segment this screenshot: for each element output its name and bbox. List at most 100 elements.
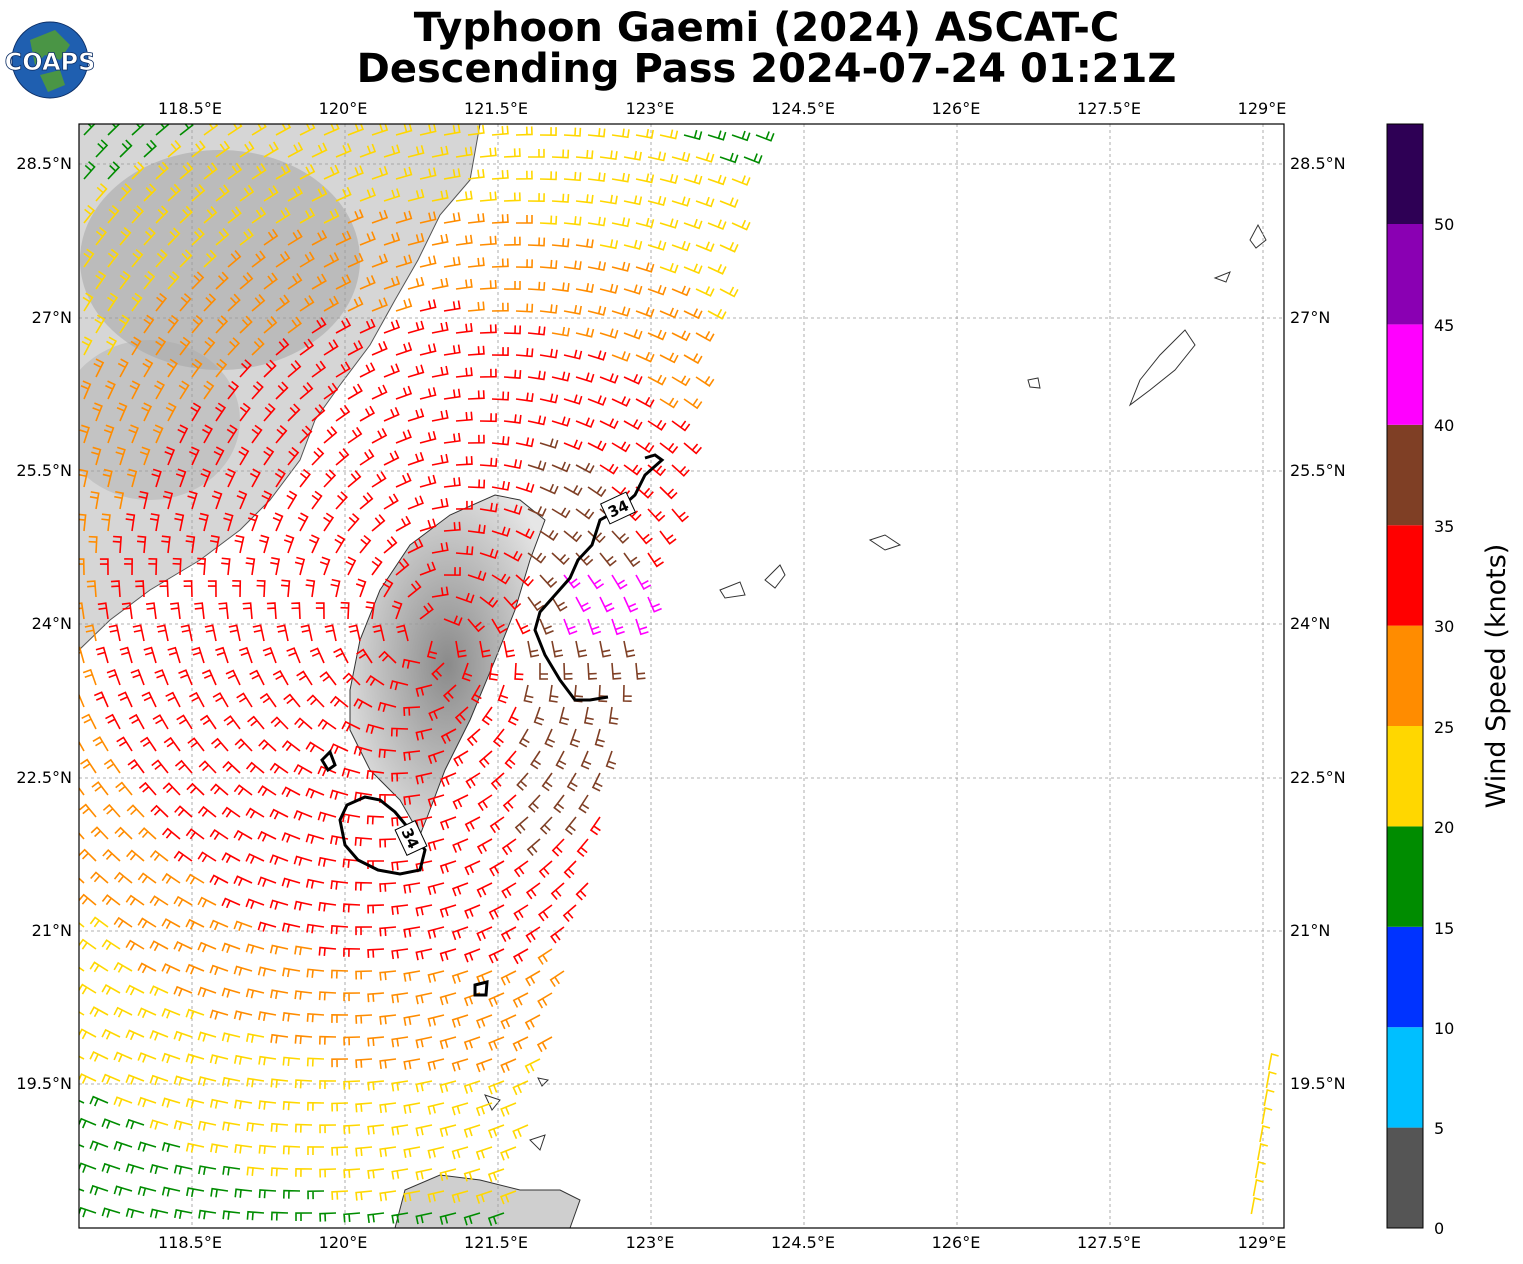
wind-barb bbox=[503, 192, 521, 202]
wind-barb bbox=[317, 765, 337, 777]
wind-barb bbox=[491, 526, 511, 537]
wind-barb bbox=[218, 602, 229, 620]
wind-barb bbox=[371, 341, 388, 356]
wind-barb bbox=[515, 392, 534, 403]
wind-barb bbox=[239, 402, 251, 422]
wind-barb bbox=[79, 803, 97, 818]
wind-barb bbox=[225, 669, 241, 686]
wind-barb bbox=[659, 173, 679, 185]
wind-barb bbox=[191, 358, 203, 378]
wind-barb bbox=[464, 816, 481, 832]
wind-barb bbox=[79, 893, 97, 906]
wind-barb bbox=[515, 170, 533, 180]
wind-barb bbox=[149, 1163, 169, 1175]
wind-barb bbox=[198, 1165, 217, 1176]
wind-barb bbox=[599, 640, 612, 658]
wind-barb bbox=[599, 283, 619, 294]
wind-barb bbox=[305, 787, 325, 799]
wind-barb bbox=[623, 195, 643, 206]
wind-barb bbox=[161, 963, 181, 974]
wind-barb bbox=[479, 324, 497, 334]
wind-barb bbox=[419, 474, 437, 488]
wind-barb bbox=[527, 370, 546, 381]
wind-barb bbox=[113, 1185, 133, 1196]
wind-barb bbox=[198, 760, 217, 774]
wind-barb bbox=[179, 124, 194, 136]
wind-barb bbox=[487, 1212, 505, 1227]
wind-barb bbox=[359, 492, 374, 510]
wind-barb bbox=[503, 325, 522, 335]
wind-barb bbox=[187, 490, 198, 510]
wind-barb bbox=[367, 948, 385, 958]
wind-barb bbox=[512, 948, 529, 965]
wind-barb bbox=[503, 236, 521, 246]
wind-barb bbox=[335, 448, 350, 466]
terrain-shading bbox=[79, 340, 240, 500]
wind-barb bbox=[587, 486, 607, 498]
wind-barb bbox=[186, 782, 205, 796]
wind-barb bbox=[527, 193, 545, 203]
wind-barb bbox=[348, 624, 361, 642]
wind-barb bbox=[395, 472, 412, 488]
wind-barb bbox=[439, 992, 457, 1006]
wind-barb bbox=[500, 1102, 517, 1117]
wind-barb bbox=[587, 216, 606, 227]
wind-barb bbox=[359, 275, 376, 290]
wind-barb bbox=[125, 1074, 145, 1085]
wind-barb bbox=[113, 916, 133, 928]
wind-barb bbox=[611, 574, 628, 590]
wind-barb bbox=[119, 646, 133, 664]
wind-barb bbox=[137, 962, 157, 974]
wind-barb bbox=[379, 1014, 397, 1025]
wind-barb bbox=[492, 728, 505, 748]
wind-barb bbox=[300, 624, 313, 642]
wind-barb bbox=[347, 426, 363, 444]
wind-barb bbox=[575, 462, 595, 474]
wind-barb bbox=[527, 460, 547, 471]
wind-barb bbox=[497, 684, 509, 704]
wind-barb bbox=[173, 1120, 193, 1131]
wind-barb bbox=[161, 827, 181, 840]
wind-barb bbox=[129, 380, 141, 400]
wind-barb bbox=[403, 1102, 421, 1114]
wind-barb bbox=[89, 1184, 109, 1196]
wind-barb bbox=[551, 640, 564, 658]
wind-barb bbox=[185, 828, 205, 840]
wind-barb bbox=[515, 303, 534, 313]
wind-barb bbox=[523, 684, 534, 704]
wind-barb bbox=[245, 807, 265, 819]
colorbar-tick-label: 5 bbox=[1434, 1119, 1444, 1138]
wind-barb bbox=[428, 706, 445, 722]
wind-barb bbox=[443, 256, 461, 268]
wind-barb bbox=[319, 1212, 337, 1222]
wind-barb bbox=[514, 816, 529, 835]
wind-barb bbox=[415, 904, 433, 917]
wind-barb bbox=[113, 1096, 133, 1107]
wind-barb bbox=[306, 923, 325, 934]
wind-barb bbox=[343, 1168, 361, 1179]
wind-barb bbox=[246, 1166, 265, 1176]
wind-barb bbox=[270, 716, 289, 730]
wind-barb bbox=[623, 419, 643, 431]
wind-barb bbox=[347, 383, 363, 400]
wind-barb bbox=[282, 1056, 301, 1066]
wind-barb bbox=[125, 939, 145, 951]
wind-barb bbox=[126, 849, 145, 862]
wind-barb bbox=[143, 314, 155, 334]
wind-barb bbox=[305, 579, 316, 598]
wind-barb bbox=[251, 381, 264, 400]
wind-barb bbox=[355, 1058, 373, 1069]
wind-barb bbox=[139, 446, 151, 466]
wind-barb bbox=[331, 1058, 349, 1068]
wind-barb bbox=[101, 984, 121, 995]
wind-barb bbox=[80, 758, 97, 774]
wind-barb bbox=[515, 528, 535, 540]
wind-barb bbox=[487, 1168, 505, 1183]
wind-barb bbox=[198, 1209, 217, 1220]
wind-barb bbox=[131, 292, 143, 312]
wind-barb bbox=[1261, 1106, 1273, 1125]
wind-barb bbox=[443, 567, 461, 576]
wind-barb bbox=[203, 206, 218, 224]
wind-barb bbox=[527, 237, 546, 247]
wind-barb bbox=[233, 875, 253, 887]
